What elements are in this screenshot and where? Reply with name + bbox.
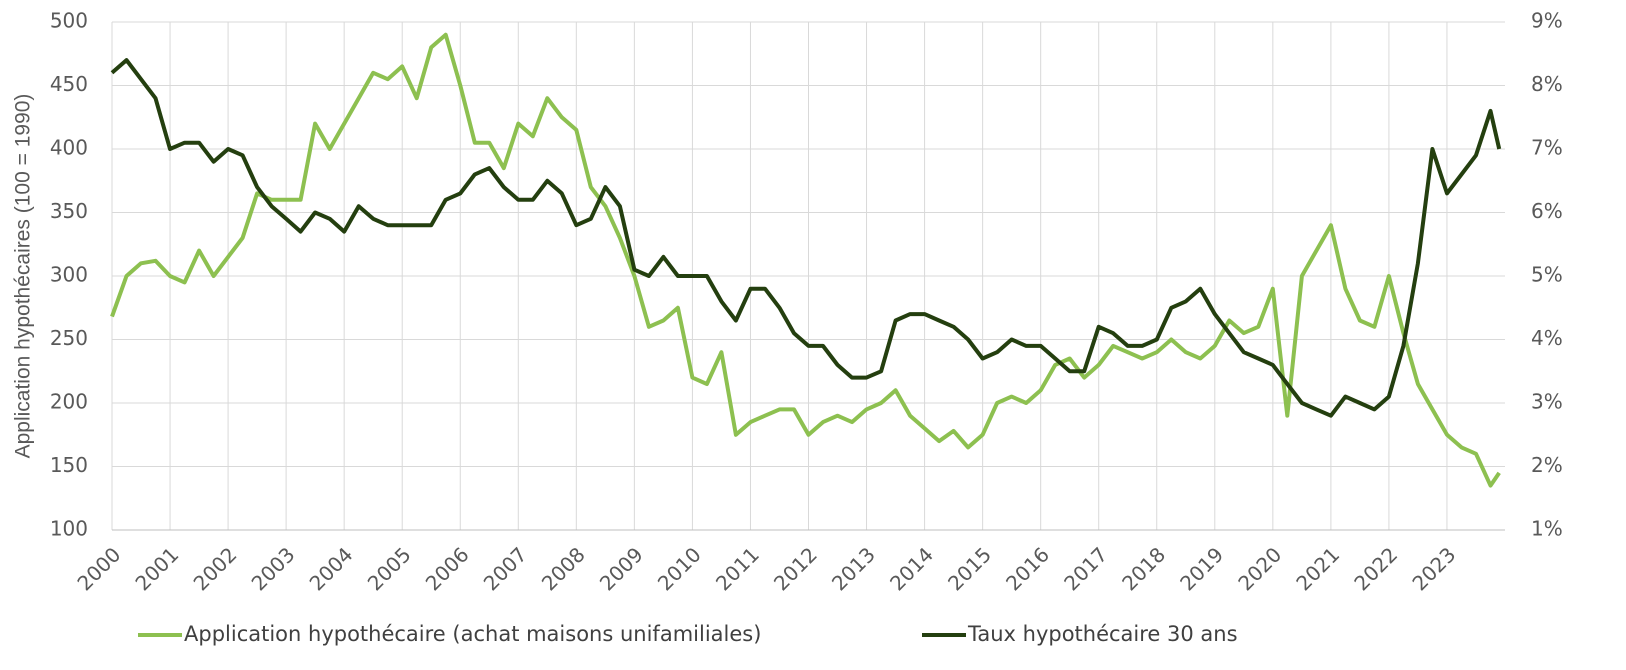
x-tick-label: 2006 [421, 542, 474, 595]
x-tick-label: 2012 [769, 542, 822, 595]
x-tick-label: 2016 [1001, 542, 1054, 595]
x-tick-label: 2014 [885, 542, 938, 595]
y2-tick-label: 7% [1531, 136, 1563, 160]
x-tick-label: 2018 [1117, 542, 1170, 595]
y-tick-label: 500 [50, 9, 88, 33]
x-tick-label: 2017 [1059, 542, 1112, 595]
x-tick-label: 2000 [72, 542, 125, 595]
x-tick-label: 2007 [479, 542, 532, 595]
x-tick-label: 2005 [363, 542, 416, 595]
y-tick-label: 450 [50, 72, 88, 96]
x-tick-label: 2023 [1407, 542, 1460, 595]
y-tick-label: 350 [50, 199, 88, 223]
y2-tick-label: 6% [1531, 199, 1563, 223]
y-tick-label: 400 [50, 136, 88, 160]
x-tick-label: 2002 [189, 542, 242, 595]
x-tick-label: 2003 [247, 542, 300, 595]
x-tick-label: 2008 [537, 542, 590, 595]
x-tick-label: 2013 [827, 542, 880, 595]
x-tick-label: 2019 [1175, 542, 1228, 595]
series-line [110, 32, 1501, 488]
y-tick-label: 200 [50, 390, 88, 414]
x-tick-label: 2001 [130, 542, 183, 595]
y-tick-label: 150 [50, 453, 88, 477]
y2-tick-label: 1% [1531, 517, 1563, 541]
y2-tick-label: 3% [1531, 390, 1563, 414]
x-tick-label: 2020 [1233, 542, 1286, 595]
y2-tick-label: 4% [1531, 326, 1563, 350]
y-tick-label: 300 [50, 263, 88, 287]
y-tick-label: 100 [50, 517, 88, 541]
x-tick-label: 2022 [1349, 542, 1402, 595]
series-line [110, 58, 1502, 418]
x-tick-label: 2004 [305, 542, 358, 595]
y2-tick-label: 8% [1531, 72, 1563, 96]
y-tick-label: 250 [50, 326, 88, 350]
legend-label: Taux hypothécaire 30 ans [967, 622, 1238, 646]
y2-tick-label: 2% [1531, 453, 1563, 477]
legend-label: Application hypothécaire (achat maisons … [184, 622, 761, 646]
x-tick-label: 2009 [595, 542, 648, 595]
x-tick-label: 2010 [653, 542, 706, 595]
x-tick-label: 2021 [1291, 542, 1344, 595]
y2-tick-label: 5% [1531, 263, 1563, 287]
y2-tick-label: 9% [1531, 9, 1563, 33]
x-tick-label: 2015 [943, 542, 996, 595]
x-tick-label: 2011 [711, 542, 764, 595]
y-axis-label: Application hypothécaires (100 = 1990) [12, 94, 35, 459]
